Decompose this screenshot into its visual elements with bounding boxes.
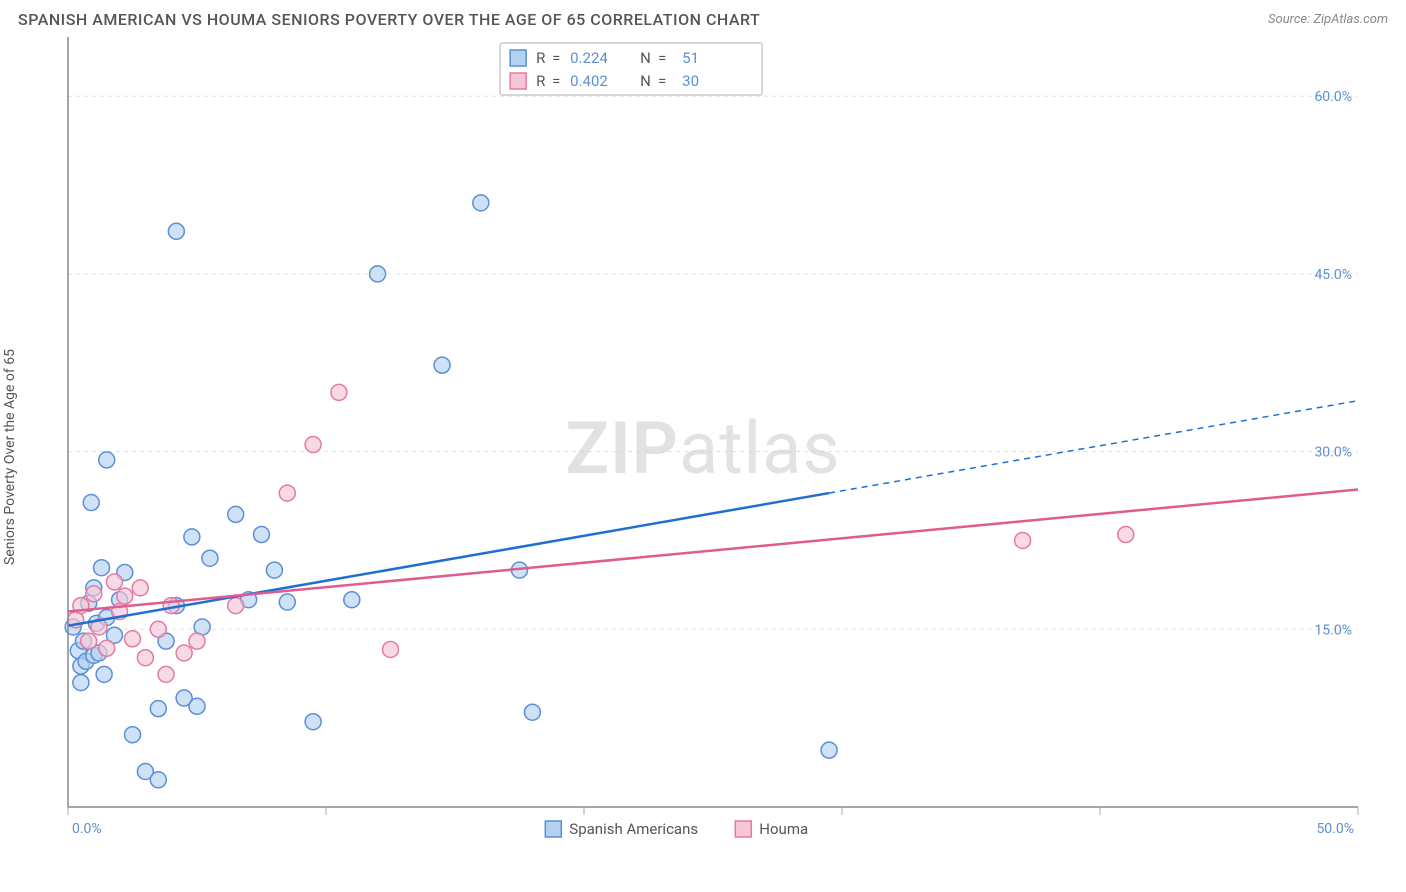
data-point: [228, 598, 244, 614]
chart-title: SPANISH AMERICAN VS HOUMA SENIORS POVERT…: [18, 10, 760, 29]
r-value-blue: 0.224: [570, 49, 608, 67]
bottom-legend-label-pink: Houma: [759, 820, 808, 838]
data-point: [228, 506, 244, 522]
legend-swatch-blue: [510, 50, 526, 66]
data-point: [81, 633, 97, 649]
data-point: [370, 266, 386, 282]
bottom-legend-label-blue: Spanish Americans: [569, 820, 698, 838]
data-point: [434, 357, 450, 373]
scatter-chart: 15.0% 30.0% 45.0% 60.0% 0.0% 50.0% R = 0.224 N = 51…: [18, 37, 1388, 877]
data-point: [279, 594, 295, 610]
chart-container: Seniors Poverty Over the Age of 65 ZIPat…: [18, 37, 1388, 877]
equals: =: [658, 72, 666, 90]
data-point: [176, 645, 192, 661]
data-point: [189, 633, 205, 649]
data-point: [202, 550, 218, 566]
data-point: [96, 666, 112, 682]
data-point: [99, 640, 115, 656]
data-point: [94, 560, 110, 576]
y-tick-label: 30.0%: [1314, 445, 1352, 461]
data-point: [86, 586, 102, 602]
data-point: [254, 527, 270, 543]
data-point: [125, 631, 141, 647]
equals: =: [552, 49, 560, 67]
data-point: [279, 485, 295, 501]
data-point: [73, 675, 89, 691]
equals: =: [552, 72, 560, 90]
data-point: [1015, 532, 1031, 548]
data-point: [99, 452, 115, 468]
y-tick-label: 60.0%: [1314, 89, 1352, 105]
data-point: [189, 698, 205, 714]
r-label: R: [536, 72, 545, 90]
data-point: [1118, 527, 1134, 543]
data-point: [524, 704, 540, 720]
data-point: [137, 650, 153, 666]
regression-line-blue: [68, 493, 829, 626]
data-point: [305, 714, 321, 730]
n-label: N: [640, 49, 651, 67]
chart-header: SPANISH AMERICAN VS HOUMA SENIORS POVERT…: [0, 0, 1406, 37]
data-point: [168, 223, 184, 239]
data-point: [184, 529, 200, 545]
equals: =: [658, 49, 666, 67]
data-point: [150, 621, 166, 637]
data-point: [473, 195, 489, 211]
n-value-blue: 51: [682, 49, 699, 67]
y-tick-label: 15.0%: [1314, 622, 1352, 638]
regression-line-blue-dashed: [829, 401, 1358, 493]
data-point: [331, 384, 347, 400]
y-tick-label: 45.0%: [1314, 267, 1352, 283]
data-point: [150, 701, 166, 717]
data-point: [106, 574, 122, 590]
data-point: [305, 437, 321, 453]
n-value-pink: 30: [682, 72, 699, 90]
r-label: R: [536, 49, 545, 67]
data-point: [125, 727, 141, 743]
data-point: [158, 666, 174, 682]
legend-swatch-pink: [510, 73, 526, 89]
bottom-legend-swatch-blue: [545, 821, 561, 837]
data-point: [150, 772, 166, 788]
x-tick-label: 0.0%: [72, 821, 102, 837]
x-tick-label: 50.0%: [1316, 821, 1354, 837]
bottom-legend-swatch-pink: [735, 821, 751, 837]
data-point: [266, 562, 282, 578]
n-label: N: [640, 72, 651, 90]
data-point: [383, 641, 399, 657]
source-label: Source: ZipAtlas.com: [1268, 12, 1388, 27]
y-axis-label: Seniors Poverty Over the Age of 65: [2, 349, 18, 565]
data-point: [821, 742, 837, 758]
data-point: [132, 580, 148, 596]
data-point: [117, 588, 133, 604]
regression-line-pink: [68, 490, 1358, 612]
data-point: [83, 495, 99, 511]
r-value-pink: 0.402: [570, 72, 608, 90]
data-point: [344, 592, 360, 608]
